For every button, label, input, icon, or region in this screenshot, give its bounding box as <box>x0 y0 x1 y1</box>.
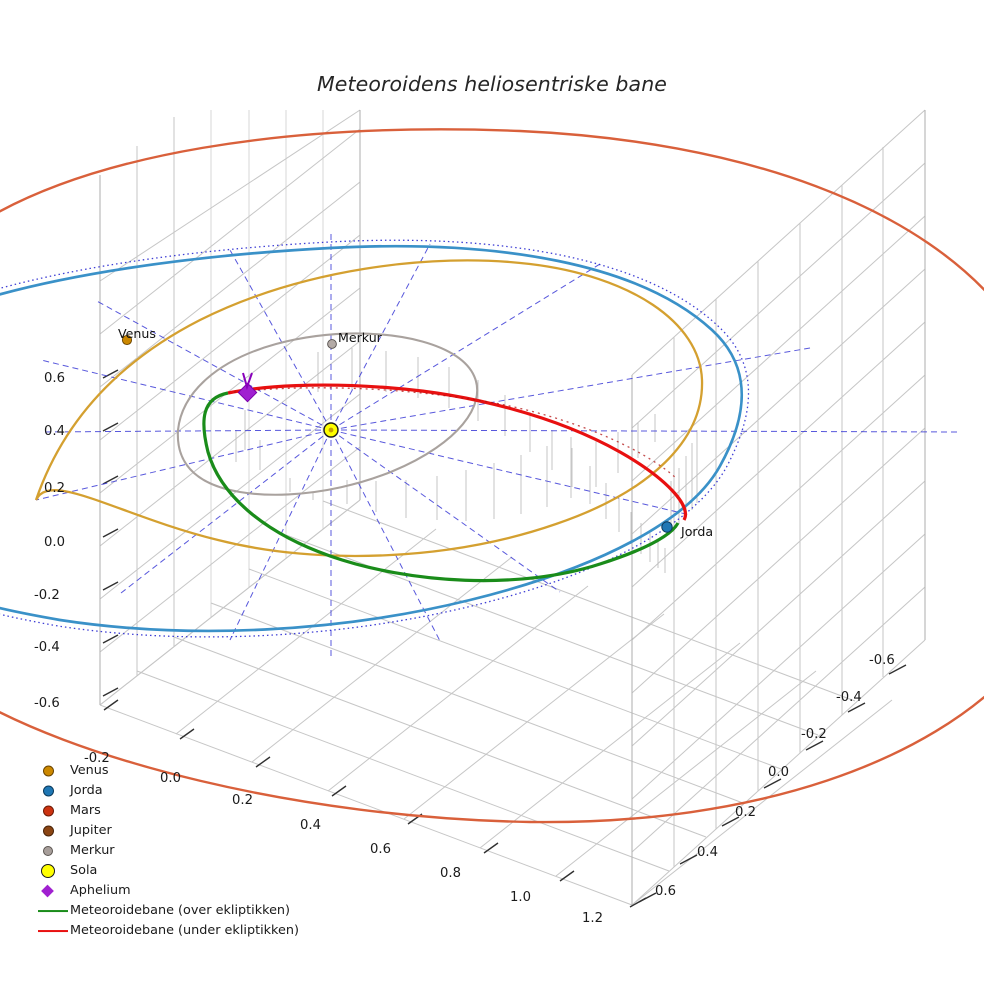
axes-3d-grid <box>99 109 926 906</box>
legend-label: Jorda <box>70 783 103 798</box>
legend-item-meteoroid-above: Meteoroidebane (over ekliptikken) <box>36 901 336 921</box>
legend-item-sola: Sola <box>36 861 336 881</box>
right-wall-gridlines <box>631 109 926 906</box>
jorda-label: Jorda <box>681 524 714 539</box>
x-tick: 0.2 <box>232 793 253 808</box>
legend-label: Venus <box>70 763 109 778</box>
aphelium-swatch-icon <box>36 881 70 901</box>
page-title: Meteoroidens heliosentriske bane <box>316 72 668 96</box>
y-tick: 0.2 <box>735 805 756 820</box>
axis-ticks <box>102 369 907 908</box>
merkur-orbit <box>176 332 479 496</box>
legend-label: Aphelium <box>70 883 131 898</box>
merkur-marker <box>327 339 337 349</box>
z-tick: -0.4 <box>34 640 60 655</box>
orbit-projection-stems <box>235 348 698 573</box>
z-tick: 0.0 <box>44 535 65 550</box>
jorda-marker <box>661 521 673 533</box>
x-tick: -0.2 <box>84 751 110 766</box>
legend-item-jupiter: Jupiter <box>36 821 336 841</box>
y-tick: -0.2 <box>801 727 827 742</box>
legend-item-jorda: Jorda <box>36 781 336 801</box>
legend-item-aphelium: Aphelium <box>36 881 336 901</box>
legend-label: Meteoroidebane (over ekliptikken) <box>70 903 291 918</box>
jorda-orbit-line <box>0 244 744 633</box>
z-tick: 0.2 <box>44 481 65 496</box>
z-tick: 0.4 <box>44 424 65 439</box>
aphelium-marker <box>237 372 258 403</box>
sun-marker <box>323 422 339 438</box>
legend-label: Sola <box>70 863 98 878</box>
x-tick: 0.8 <box>440 866 461 881</box>
legend-label: Jupiter <box>70 823 112 838</box>
x-tick: 1.2 <box>582 911 603 926</box>
meteoroid-above-line-icon <box>36 901 70 921</box>
sola-swatch-icon <box>36 861 70 881</box>
legend-item-meteoroid-below: Meteoroidebane (under ekliptikken) <box>36 921 336 941</box>
legend-item-merkur: Merkur <box>36 841 336 861</box>
y-tick: -0.4 <box>836 690 862 705</box>
mars-orbit-upper <box>0 128 984 292</box>
x-tick: 0.6 <box>370 842 391 857</box>
x-tick: 0.0 <box>160 771 181 786</box>
venus-marker <box>121 334 133 346</box>
y-tick: 0.0 <box>768 765 789 780</box>
x-tick: 0.4 <box>300 818 321 833</box>
mars-orbit <box>0 128 984 824</box>
legend-label: Meteoroidebane (under ekliptikken) <box>70 923 299 938</box>
venus-orbit <box>34 259 704 558</box>
jorda-swatch-icon <box>36 781 70 801</box>
z-tick: 0.6 <box>44 371 65 386</box>
venus-label: Venus <box>118 326 156 341</box>
mars-orbit-lower <box>0 695 984 824</box>
merkur-label: Merkur <box>338 330 382 345</box>
legend: Venus Jorda Mars Jupiter Merkur <box>36 761 336 941</box>
jorda-orbit <box>0 239 750 638</box>
y-tick: 0.6 <box>655 884 676 899</box>
meteoroid-orbit-above <box>202 391 680 583</box>
radial-helper-lines <box>35 230 961 660</box>
box-corner-edges <box>99 110 926 905</box>
jupiter-swatch-icon <box>36 821 70 841</box>
z-tick: -0.2 <box>34 588 60 603</box>
meteoroid-orbit-below <box>227 383 687 521</box>
left-wall-gridlines <box>99 109 361 706</box>
meteoroid-orbit-below-reference <box>227 387 677 479</box>
merkur-swatch-icon <box>36 841 70 861</box>
y-tick: -0.6 <box>869 653 895 668</box>
x-tick: 1.0 <box>510 890 531 905</box>
legend-label: Merkur <box>70 843 115 858</box>
meteoroid-below-line-icon <box>36 921 70 941</box>
mars-swatch-icon <box>36 801 70 821</box>
legend-item-venus: Venus <box>36 761 336 781</box>
venus-swatch-icon <box>36 761 70 781</box>
legend-item-mars: Mars <box>36 801 336 821</box>
y-tick: 0.4 <box>697 845 718 860</box>
z-tick: -0.6 <box>34 696 60 711</box>
legend-label: Mars <box>70 803 101 818</box>
